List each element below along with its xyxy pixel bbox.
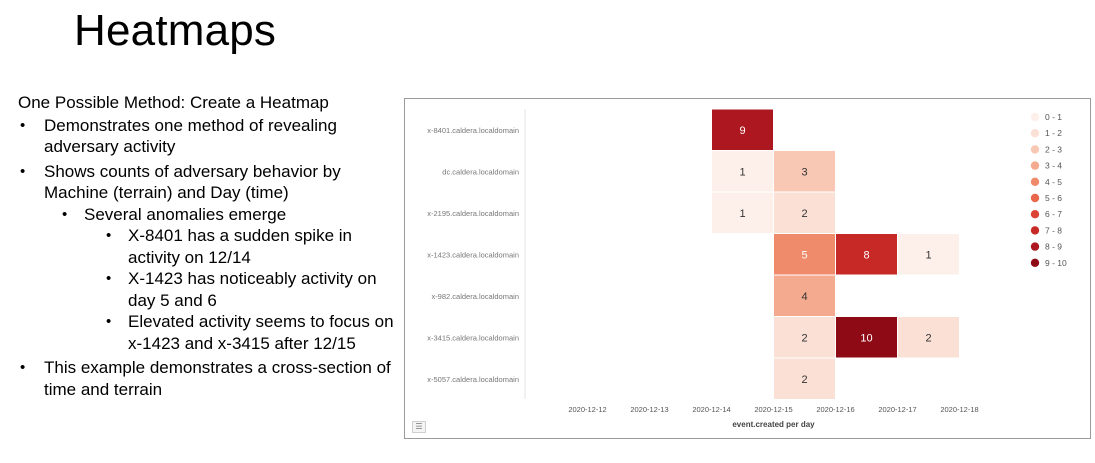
bullet-item: • This example demonstrates a cross-sect…: [18, 357, 398, 400]
bullet-dot-icon: •: [20, 162, 26, 180]
legend-label: 2 - 3: [1045, 144, 1062, 154]
bullet-list: One Possible Method: Create a Heatmap • …: [18, 92, 398, 400]
legend-swatch: [1030, 161, 1040, 170]
y-tick-label: x-1423.caldera.localdomain: [427, 250, 519, 259]
bullet-item: • X-8401 has a sudden spike in activity …: [18, 225, 398, 268]
legend-swatch: [1030, 210, 1040, 219]
cell-value-label: 8: [863, 249, 869, 261]
bullet-dot-icon: •: [20, 359, 26, 376]
legend-swatch: [1030, 193, 1040, 203]
x-tick-label: 2020-12-17: [878, 405, 916, 414]
heatmap-cell: [897, 233, 960, 276]
cell-value-label: 1: [739, 208, 745, 220]
legend-swatch: [1030, 129, 1040, 138]
x-axis-title: event.created per day: [732, 420, 815, 429]
legend-swatch: [1030, 242, 1040, 251]
y-tick-label: x-3415.caldera.localdomain: [427, 333, 519, 342]
bullet-dot-icon: •: [106, 227, 112, 244]
x-tick-label: 2020-12-14: [692, 405, 730, 414]
legend-label: 6 - 7: [1045, 209, 1062, 219]
slide-title: Heatmaps: [74, 6, 277, 55]
legend-label: 8 - 9: [1045, 242, 1062, 252]
legend-label: 1 - 2: [1045, 128, 1062, 138]
bullet-dot-icon: •: [20, 116, 26, 134]
legend-swatch: [1030, 177, 1040, 186]
cell-value-label: 5: [801, 249, 807, 261]
heatmap-cell: [773, 274, 836, 317]
cell-value-label: 2: [801, 332, 807, 344]
cell-value-label: 9: [739, 125, 745, 137]
cell-value-label: 2: [801, 374, 807, 386]
cell-value-label: 4: [801, 291, 807, 303]
bullet-text: Several anomalies emerge: [84, 204, 287, 224]
y-tick-label: dc.caldera.localdomain: [442, 167, 519, 176]
heatmap-cell: [773, 357, 836, 400]
bullet-text: This example demonstrates a cross-sectio…: [44, 358, 391, 399]
y-tick-label: x-8401.caldera.localdomain: [427, 126, 519, 135]
heatmap-panel: x-8401.caldera.localdomain dc.caldera.loc…: [404, 98, 1091, 439]
legend-label: 7 - 8: [1045, 225, 1062, 235]
legend-label: 4 - 5: [1045, 177, 1062, 187]
bullet-text: X-8401 has a sudden spike in activity on…: [128, 226, 352, 267]
y-tick-label: x-5057.caldera.localdomain: [427, 375, 519, 384]
bullet-text: X-1423 has noticeably activity on day 5 …: [128, 269, 377, 310]
heatmap-cell: [773, 233, 836, 276]
x-tick-label: 2020-12-15: [754, 405, 792, 414]
heatmap-cell: [773, 316, 836, 359]
x-tick-label: 2020-12-16: [816, 405, 854, 414]
list-icon[interactable]: ☰: [412, 421, 426, 433]
heatmap-cell: [773, 191, 836, 234]
bullet-text: Shows counts of adversary behavior by Ma…: [44, 161, 341, 203]
y-tick-label: x-982.caldera.localdomain: [431, 292, 519, 301]
bullet-text: Elevated activity seems to focus on x-14…: [128, 312, 394, 353]
legend-label: 3 - 4: [1045, 161, 1062, 171]
bullet-dot-icon: •: [106, 313, 112, 330]
bullet-item: • X-1423 has noticeably activity on day …: [18, 268, 398, 311]
bullet-item: • Demonstrates one method of revealing a…: [18, 115, 398, 158]
y-tick-label: x-2195.caldera.localdomain: [427, 209, 519, 218]
bullet-dot-icon: •: [106, 270, 112, 287]
heatmap-cell: [835, 316, 898, 359]
legend-swatch: [1030, 226, 1040, 235]
cell-value-label: 10: [860, 332, 872, 344]
cell-value-label: 2: [925, 332, 931, 344]
cell-value-label: 1: [925, 249, 931, 261]
lead-text: One Possible Method: Create a Heatmap: [18, 93, 329, 112]
legend-label: 5 - 6: [1045, 193, 1062, 203]
legend-label: 9 - 10: [1045, 258, 1067, 268]
legend-swatch: [1030, 145, 1040, 154]
heatmap-chart: x-8401.caldera.localdomain dc.caldera.loc…: [427, 108, 1067, 429]
cell-value-label: 1: [739, 166, 745, 178]
legend-swatch: [1030, 112, 1040, 122]
x-tick-label: 2020-12-12: [568, 405, 606, 414]
cell-value-label: 2: [801, 208, 807, 220]
bullet-item: • Shows counts of adversary behavior by …: [18, 161, 398, 204]
x-tick-label: 2020-12-18: [940, 405, 978, 414]
legend-label: 0 - 1: [1045, 112, 1062, 122]
legend-swatch: [1030, 258, 1040, 267]
heatmap-cell: [711, 150, 774, 193]
bullet-item: • Elevated activity seems to focus on x-…: [18, 311, 398, 354]
heatmap-cell: [897, 316, 960, 359]
x-tick-label: 2020-12-13: [630, 405, 668, 414]
bullet-dot-icon: •: [62, 205, 68, 223]
bullet-text: Demonstrates one method of revealing adv…: [44, 115, 337, 157]
bullet-item: • Several anomalies emerge: [18, 204, 398, 226]
cell-value-label: 3: [801, 166, 807, 178]
